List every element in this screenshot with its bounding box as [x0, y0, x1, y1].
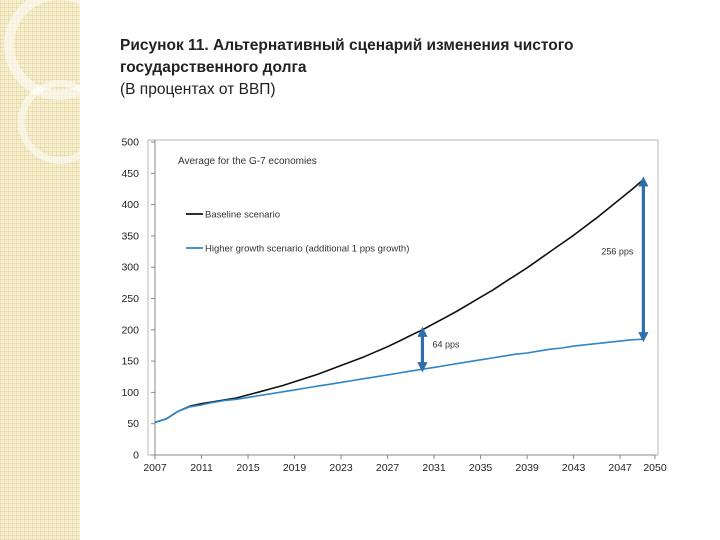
x-tick-label: 2027: [376, 462, 400, 474]
annotation-layer: 64 pps 256 pps: [417, 176, 649, 373]
chart-title: Average for the G-7 economies: [178, 156, 317, 167]
x-tick-label: 2019: [283, 462, 307, 474]
y-tick-label: 300: [121, 262, 139, 274]
y-tick-label: 100: [121, 387, 139, 399]
x-tick-label: 2011: [190, 462, 213, 474]
chart-legend: Baseline scenario Higher growth scenario …: [186, 210, 409, 255]
x-tick-label: 2031: [422, 462, 446, 474]
x-tick-label: 2035: [469, 462, 493, 474]
legend-label: Baseline scenario: [205, 210, 280, 221]
y-tick-label: 200: [121, 324, 139, 336]
y-tick-label: 150: [121, 356, 139, 368]
x-axis-ticks: 2007 2011 2015 2019 2023 2027 2031 2035 2039 2043…: [143, 455, 667, 474]
slide-title-block: Рисунок 11. Альтернативный сценарий изме…: [120, 35, 680, 101]
x-tick-label: 2007: [143, 462, 167, 474]
y-tick-label: 350: [121, 230, 139, 242]
legend-label: Higher growth scenario (additional 1 pps…: [205, 244, 409, 255]
y-tick-label: 50: [127, 418, 139, 430]
baseline-series-line: [154, 178, 644, 424]
y-tick-label: 500: [121, 137, 139, 149]
higher-growth-series-line: [154, 338, 644, 424]
slide-title-line-1: Рисунок 11. Альтернативный сценарий изме…: [120, 37, 574, 54]
x-tick-label: 2043: [562, 462, 586, 474]
annotation-label: 64 pps: [432, 339, 460, 349]
series-layer: [154, 178, 644, 424]
decorative-ring: [18, 80, 102, 164]
debt-chart: Average for the G-7 economies Baseline s…: [121, 137, 667, 475]
y-tick-label: 250: [121, 293, 139, 305]
slide-subtitle: (В процентах от ВВП): [120, 81, 276, 98]
x-tick-label: 2047: [608, 462, 632, 474]
decorative-side-band: [0, 0, 114, 540]
y-tick-label: 400: [121, 199, 139, 211]
slide-title-line-2: государственного долга: [120, 59, 307, 76]
x-tick-label: 2039: [515, 462, 539, 474]
annotation-label: 256 pps: [601, 247, 634, 257]
x-tick-label: 2023: [329, 462, 353, 474]
y-axis-ticks: 0 50 100 150 200 250 300 350 400 450 500: [121, 137, 155, 462]
y-tick-label: 450: [121, 168, 139, 180]
y-tick-label: 0: [133, 450, 139, 462]
x-tick-label: 2015: [236, 462, 260, 474]
plot-frame: [147, 139, 659, 456]
x-tick-label: 2050: [643, 462, 667, 474]
